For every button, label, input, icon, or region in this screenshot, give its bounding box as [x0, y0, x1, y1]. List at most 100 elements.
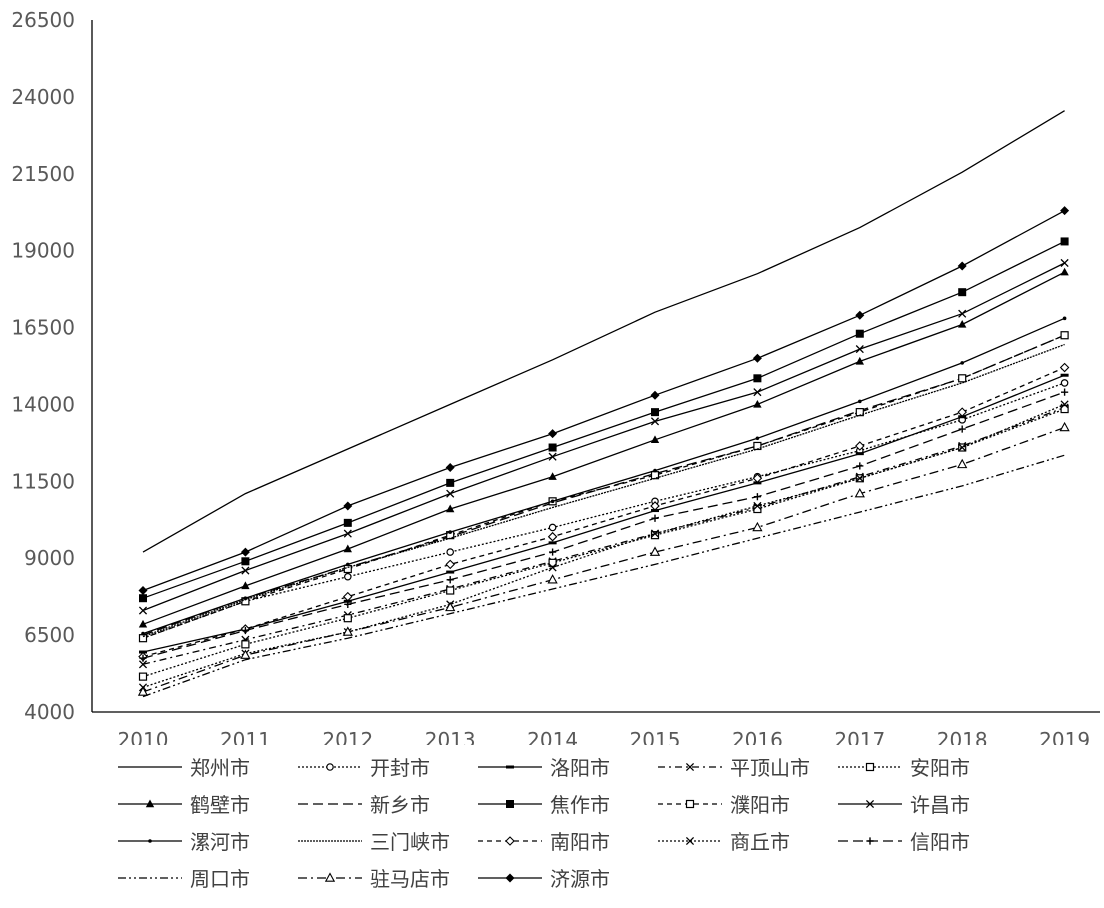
series-line: [142, 343, 1065, 638]
data-point-marker: [1060, 237, 1069, 246]
legend-row: 漯河市 三门峡市 南阳市 商丘市 信阳市: [116, 822, 1096, 859]
data-point-marker: [650, 531, 660, 540]
data-point-marker: [342, 626, 353, 636]
series-line: [142, 426, 1065, 693]
series-line: [142, 110, 1065, 553]
data-point-marker: [343, 544, 352, 553]
legend-swatch: [118, 765, 182, 768]
data-point-marker: [138, 634, 148, 643]
data-point-marker: [651, 514, 659, 522]
legend-swatch-marker: [506, 799, 514, 808]
series-line: [142, 454, 1065, 698]
chart-tick-labels: 4000 6500 9000 11500 14000 16500 19000 21500 240…: [11, 8, 1090, 745]
legend-swatch-marker: [145, 799, 155, 807]
series-11: [141, 316, 1067, 636]
legend-swatch: [118, 876, 182, 879]
series-3: [139, 373, 1069, 654]
data-point-marker: [855, 441, 865, 451]
legend-label: 平顶山市: [730, 756, 810, 780]
data-point-marker: [650, 501, 660, 511]
data-point-marker: [752, 473, 763, 484]
data-point-marker: [548, 558, 557, 567]
x-tick-label: 2016: [732, 728, 783, 745]
series-line: [142, 382, 1065, 639]
series-line: [142, 334, 1065, 636]
data-point-marker: [138, 606, 148, 615]
data-point-marker: [1059, 362, 1070, 373]
legend-item: 济源市: [476, 863, 656, 892]
data-point-marker: [651, 408, 659, 417]
data-point-marker: [445, 601, 456, 612]
legend-label: 周口市: [190, 867, 250, 891]
data-point-marker: [343, 572, 352, 581]
data-point-marker: [855, 356, 864, 365]
legend-swatch-marker: [865, 762, 875, 771]
data-point-marker: [1060, 267, 1069, 276]
legend-swatch: [298, 802, 362, 805]
data-point-marker: [241, 557, 250, 566]
data-point-marker: [446, 504, 455, 513]
legend-swatch: [478, 835, 542, 846]
data-point-marker: [958, 443, 967, 452]
series-1: [142, 110, 1065, 553]
data-point-marker: [547, 531, 558, 542]
series-5: [138, 404, 1069, 681]
data-point-marker: [241, 640, 250, 649]
data-point-marker: [650, 417, 660, 426]
series-6: [138, 267, 1069, 628]
data-point-marker: [957, 458, 968, 469]
legend-item: 郑州市: [116, 752, 296, 781]
y-tick-label: 14000: [11, 392, 75, 416]
legend-item: 濮阳市: [656, 789, 836, 818]
legend-label: 焦作市: [550, 793, 610, 817]
series-line: [142, 240, 1065, 599]
series-15: [139, 388, 1069, 662]
data-point-marker: [855, 452, 864, 456]
series-line: [142, 408, 1065, 678]
series-4: [138, 403, 1069, 669]
legend-label: 商丘市: [730, 830, 790, 854]
data-point-marker: [957, 261, 967, 271]
data-point-marker: [653, 468, 657, 473]
chart-series-lines: [137, 110, 1070, 698]
series-13: [138, 362, 1070, 662]
data-point-marker: [855, 329, 864, 338]
legend-swatch: [478, 799, 542, 808]
data-point-marker: [856, 462, 864, 470]
x-tick-label: 2019: [1039, 728, 1090, 745]
data-point-marker: [346, 562, 350, 567]
legend-item: 鹤壁市: [116, 789, 296, 818]
x-tick-label: 2011: [220, 728, 271, 745]
legend-swatch: [478, 873, 542, 882]
data-point-marker: [958, 374, 967, 383]
data-point-marker: [548, 443, 557, 452]
legend-item: 许昌市: [836, 789, 1016, 818]
data-point-marker: [855, 345, 864, 354]
series-10: [138, 258, 1069, 615]
data-point-marker: [1060, 206, 1070, 216]
data-point-marker: [446, 548, 455, 556]
data-point-marker: [343, 614, 352, 623]
legend-row: 周口市 驻马店市 济源市: [116, 859, 1096, 896]
legend-swatch: [838, 836, 902, 845]
y-tick-label: 19000: [11, 239, 75, 263]
data-point-marker: [1061, 388, 1069, 396]
data-point-marker: [550, 499, 555, 504]
legend-swatch-marker: [866, 836, 874, 845]
data-point-marker: [139, 654, 147, 662]
data-point-marker: [854, 487, 865, 498]
x-tick-label: 2013: [425, 728, 476, 745]
data-point-marker: [446, 570, 455, 574]
data-point-marker: [446, 478, 455, 487]
data-point-marker: [1060, 331, 1069, 340]
data-point-marker: [755, 436, 760, 441]
series-12: [142, 343, 1065, 638]
x-tick-label: 2010: [118, 728, 169, 745]
legend-swatch: [478, 765, 542, 768]
legend-label: 新乡市: [370, 793, 430, 817]
legend-swatch: [838, 799, 902, 808]
legend-swatch-marker: [685, 836, 695, 845]
legend-item: 焦作市: [476, 789, 656, 818]
data-point-marker: [548, 472, 557, 480]
series-line: [142, 334, 1065, 639]
